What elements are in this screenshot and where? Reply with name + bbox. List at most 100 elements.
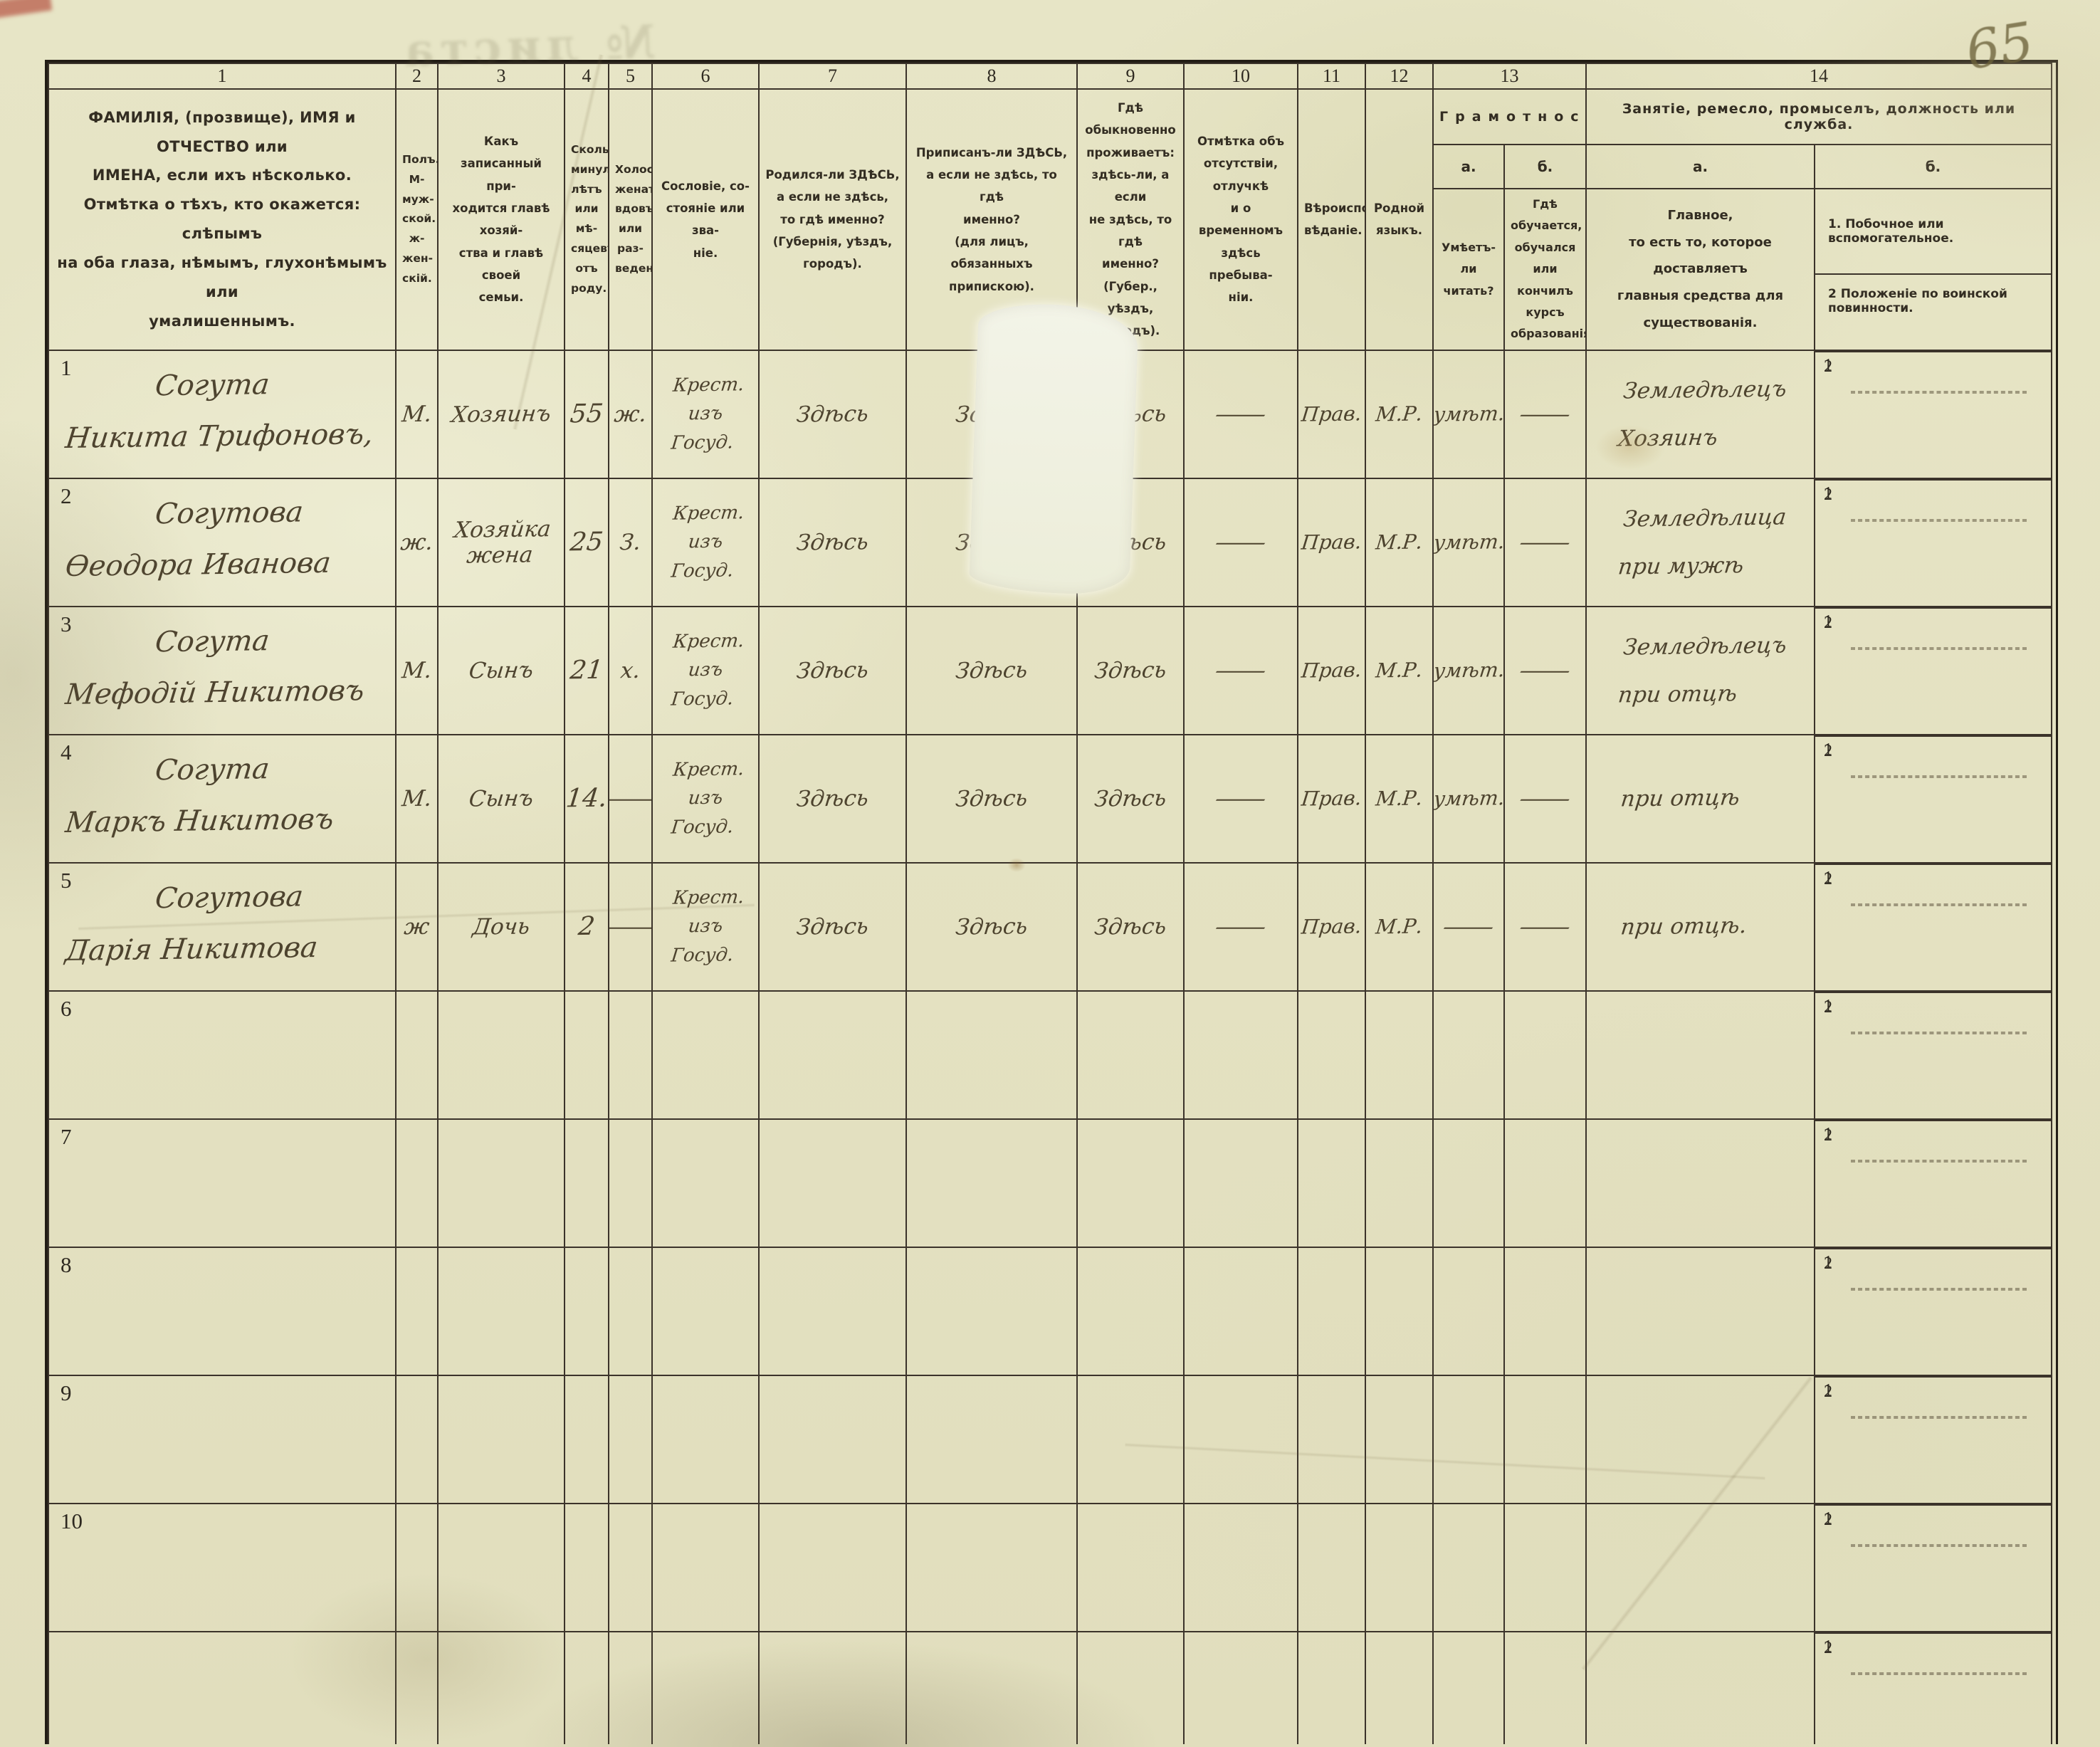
cell-relation: Хозяинъ: [437, 349, 565, 479]
entry-language: М.Р.: [1374, 658, 1424, 683]
cell-relation: Хозяйка жена: [437, 477, 565, 607]
entry-relation: Сынъ: [467, 657, 535, 684]
col-num-4: 4: [564, 63, 609, 90]
ruled-line: [1851, 648, 2027, 650]
cell-faith: [1297, 1246, 1366, 1376]
header-marital: Холостъ, женатъ, вдовъ или раз- веденъ.: [608, 88, 653, 351]
cell-age: [564, 1630, 609, 1744]
header-secondary-occupation: 1. Побочное или вспомогательное. 2 Полож…: [1814, 188, 2052, 351]
entry-registration: Здѣсь: [954, 913, 1029, 940]
header-residence: Гдѣ обыкновенно проживаетъ: здѣсь-ли, а …: [1076, 88, 1185, 351]
cell-birthplace: [758, 1374, 907, 1504]
entry-sex: ж.: [399, 529, 435, 556]
cell-reads: [1432, 1246, 1505, 1376]
entry-sex: М.: [400, 401, 434, 428]
cell-marital: [608, 1630, 653, 1744]
cell-sex: М.: [395, 605, 439, 735]
entry-registration: Здѣсь: [954, 785, 1029, 812]
cell-education: —: [1503, 861, 1587, 992]
sub-row-1-label: 1: [1824, 1637, 1832, 1656]
cell-marital: —: [608, 861, 653, 992]
cell-education: [1503, 990, 1587, 1120]
cell-faith: [1297, 1630, 1366, 1744]
entry-estate: Крест. изъ Госуд.: [670, 374, 745, 454]
header-main-occupation: Главное, то есть то, которое доставляетъ…: [1585, 188, 1815, 351]
col-num-5: 5: [608, 63, 653, 90]
entry-reads: умѣт.: [1433, 402, 1504, 426]
cell-occupation: Земледѣлица при мужѣ: [1585, 477, 1815, 607]
sub-row-1-label: 1: [1824, 740, 1832, 759]
cell-language: М.Р.: [1365, 733, 1434, 864]
sub-row-2-label: 2: [1824, 1638, 1832, 1657]
cell-faith: [1297, 1374, 1366, 1504]
table-row-8: 8 1 2: [48, 1246, 2052, 1376]
entry-residence: Здѣсь: [1093, 913, 1168, 940]
row-number: 8: [61, 1252, 72, 1277]
header-birthplace: Родился-ли ЗДѢСЬ, а если не здѣсь, то гд…: [758, 88, 907, 351]
sub-row-1: 1: [1816, 1248, 2050, 1289]
col-num-12: 12: [1365, 63, 1434, 90]
ruled-line: [1851, 1032, 2027, 1034]
sub-row-1-label: 1: [1824, 612, 1832, 631]
ruled-line: [1851, 518, 2027, 520]
cell-birthplace: Здѣсь: [758, 733, 907, 864]
cell-faith: Прав.: [1297, 477, 1366, 607]
cell-secondary-occupation: 1 2: [1814, 1502, 2052, 1632]
row-number: 5: [61, 867, 72, 893]
ruled-line: [1851, 775, 2027, 777]
table-row-5: 5 Согутова Дарія Никитова ж Дочь 2 — Крес…: [48, 861, 2052, 992]
entry-relation: Сынъ: [467, 785, 535, 812]
entry-occupation: при отцѣ.: [1619, 913, 1748, 940]
sub-row-1-label: 1: [1824, 1509, 1832, 1528]
cell-estate: [651, 1374, 760, 1504]
sub-row-1: 1: [1816, 1632, 2050, 1674]
entry-education: —: [1514, 913, 1576, 940]
entry-name: Согутова Дарія Никитова: [63, 880, 320, 967]
cell-estate: [651, 1118, 760, 1248]
entry-occupation: при отцѣ: [1619, 785, 1741, 812]
sub-row-1: 1: [1816, 1504, 2050, 1546]
cell-marital: [608, 1374, 653, 1504]
entry-birthplace: Здѣсь: [795, 657, 870, 684]
entry-absence: —: [1210, 785, 1271, 812]
sub-row-1-label: 1: [1824, 868, 1832, 887]
cell-reads: [1432, 1630, 1505, 1744]
header-literacy-a-letter: а.: [1432, 144, 1505, 189]
entry-reads: —: [1438, 913, 1499, 940]
ruled-line: [1851, 1031, 2027, 1033]
cell-relation: Дочь: [437, 861, 565, 992]
entry-occupation: Земледѣлица при мужѣ: [1617, 504, 1788, 580]
entry-absence: —: [1210, 913, 1271, 940]
cell-estate: Крест. изъ Госуд.: [651, 605, 760, 735]
entry-language: М.Р.: [1374, 914, 1424, 939]
cell-education: [1503, 1630, 1587, 1744]
entry-marital: —: [609, 913, 652, 940]
entry-education: —: [1514, 785, 1576, 812]
cell-secondary-occupation: 1 2: [1814, 349, 2052, 479]
cell-occupation: [1585, 990, 1815, 1120]
entry-reads: умѣт.: [1433, 786, 1504, 811]
entry-faith: Прав.: [1300, 786, 1363, 811]
cell-sex: [395, 1118, 439, 1248]
ruled-line: [1851, 904, 2027, 906]
cell-estate: [651, 990, 760, 1120]
ruled-line: [1851, 1415, 2027, 1417]
col-num-14: 14: [1585, 63, 2052, 90]
cell-age: 25: [564, 477, 609, 607]
cell-residence: [1076, 1502, 1185, 1632]
cell-residence: Здѣсь: [1076, 733, 1185, 864]
table-row-9: 9 1 2: [48, 1374, 2052, 1504]
cell-reads: умѣт.: [1432, 733, 1505, 864]
cell-absence: —: [1183, 605, 1298, 735]
cell-residence: [1076, 990, 1185, 1120]
entry-residence: Здѣсь: [1093, 785, 1168, 812]
cell-language: [1365, 1118, 1434, 1248]
cell-language: М.Р.: [1365, 861, 1434, 992]
table-row-1: 1 Согута Никита Трифоновъ, М. Хозяинъ 55 …: [48, 349, 2052, 479]
entry-age: 2: [577, 912, 597, 942]
header-row: ФАМИЛІЯ, (прозвище), ИМЯ и ОТЧЕСТВО или …: [48, 88, 2052, 351]
cell-sex: ж: [395, 861, 439, 992]
entry-name: [50, 1377, 394, 1387]
header-description-row: Умѣетъ- ли читать? Гдѣ обучается, обучал…: [48, 188, 2052, 351]
